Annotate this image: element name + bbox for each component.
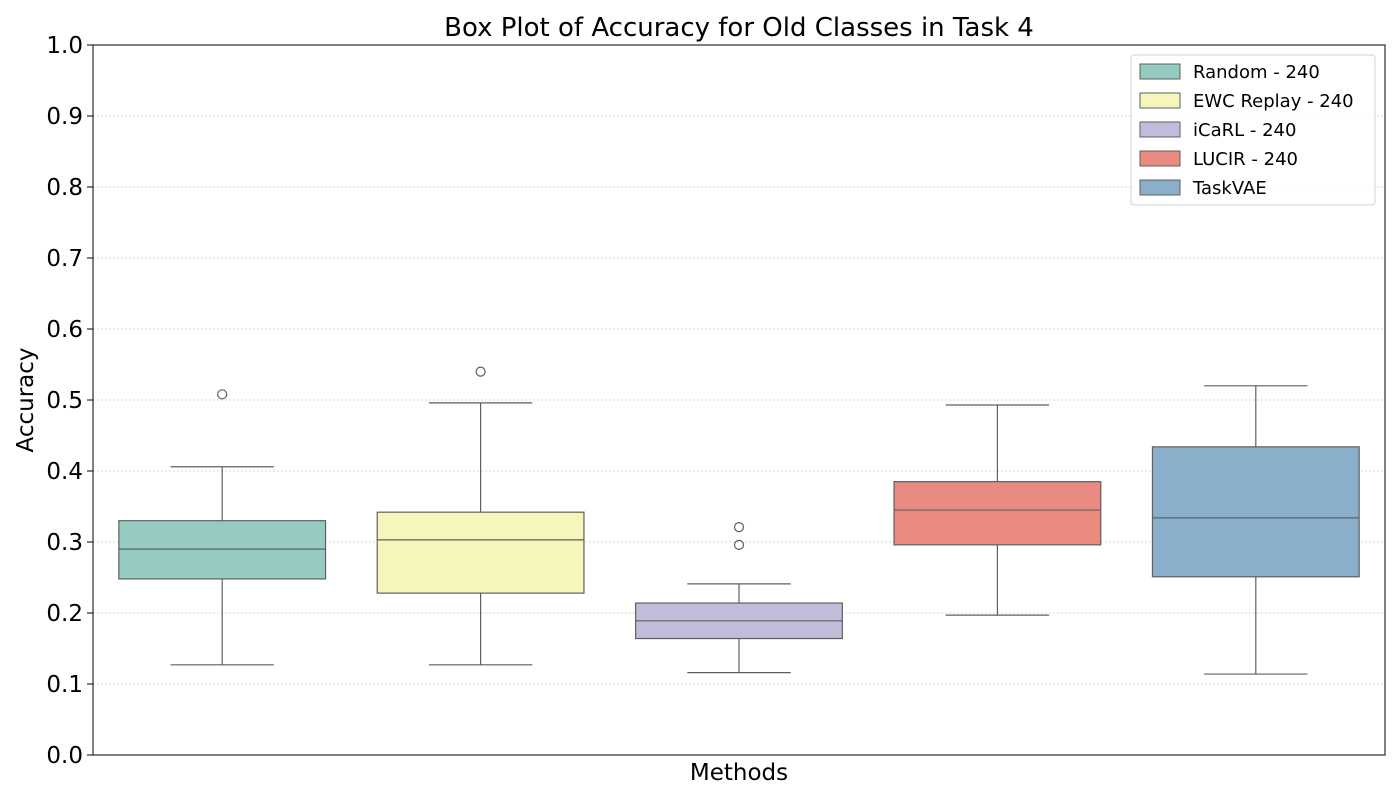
legend-swatch: [1139, 92, 1181, 109]
legend-label: Random - 240: [1193, 62, 1320, 83]
outlier-point: [475, 366, 486, 377]
box-group: [1151, 385, 1360, 675]
legend-label: TaskVAE: [1192, 178, 1267, 199]
y-tick-label: 0.9: [46, 104, 83, 130]
box-group: [893, 404, 1102, 616]
box-iqr: [893, 481, 1102, 546]
legend-swatch: [1139, 179, 1181, 196]
y-axis-label: Accuracy: [13, 347, 39, 452]
boxes: [118, 366, 1360, 675]
y-tick-label: 0.2: [46, 601, 83, 627]
legend-label: EWC Replay - 240: [1193, 91, 1354, 112]
legend-label: LUCIR - 240: [1193, 149, 1298, 170]
box-group: [376, 366, 585, 666]
legend-frame: [1130, 54, 1376, 206]
legend-swatch: [1139, 63, 1181, 80]
y-tick-label: 0.4: [46, 459, 83, 485]
box-group: [118, 389, 327, 666]
y-tick-label: 0.7: [46, 246, 83, 272]
outlier-point: [733, 521, 745, 533]
y-tick-label: 1.0: [46, 33, 83, 59]
outlier-point: [217, 389, 228, 400]
box-iqr: [118, 520, 327, 580]
legend: Random - 240 EWC Replay - 240 iCaRL - 240 L…: [1130, 54, 1376, 206]
box-iqr: [1151, 446, 1360, 578]
legend-label: iCaRL - 240: [1193, 120, 1296, 141]
x-axis-label: Methods: [690, 760, 788, 786]
y-tick-label: 0.1: [46, 672, 83, 698]
box-iqr: [376, 511, 585, 594]
y-tick-label: 0.5: [46, 388, 83, 414]
legend-swatch: [1139, 150, 1181, 167]
y-tick-label: 0.3: [46, 530, 83, 556]
box-group: [635, 521, 843, 674]
legend-swatch: [1139, 121, 1181, 138]
chart-title: Box Plot of Accuracy for Old Classes in …: [444, 13, 1034, 43]
y-tick-label: 0.0: [46, 743, 83, 769]
y-tick-label: 0.8: [46, 175, 83, 201]
outlier-point: [733, 539, 745, 550]
y-axis-ticks: 0.0 0.1 0.2 0.3 0.4 0.5 0.6 0.7 0.8 0.9 1.0: [46, 33, 93, 769]
y-tick-label: 0.6: [46, 317, 83, 343]
